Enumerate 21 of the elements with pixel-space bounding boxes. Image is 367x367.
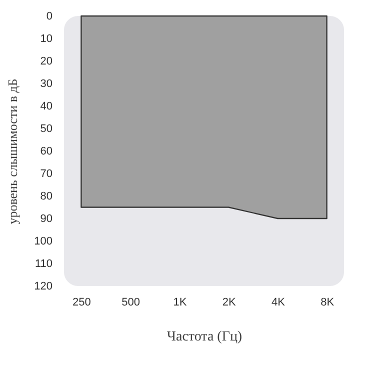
y-tick-label: 70 bbox=[40, 168, 52, 180]
x-tick-label: 500 bbox=[122, 296, 140, 308]
y-tick-label: 60 bbox=[40, 146, 52, 158]
y-tick-label: 0 bbox=[46, 10, 52, 22]
y-axis-title: уровень слышимости в дБ bbox=[5, 78, 20, 224]
y-tick-label: 30 bbox=[40, 78, 52, 90]
x-tick-label: 1K bbox=[173, 296, 188, 308]
y-tick-label: 10 bbox=[40, 33, 52, 45]
y-tick-label: 100 bbox=[34, 236, 52, 248]
y-tick-label: 120 bbox=[34, 280, 52, 292]
y-tick-label: 80 bbox=[40, 190, 52, 202]
y-tick-label: 90 bbox=[40, 213, 52, 225]
x-tick-label: 4K bbox=[271, 296, 286, 308]
x-tick-label: 2K bbox=[222, 296, 236, 308]
x-tick-label: 250 bbox=[72, 296, 91, 308]
x-tick-label: 8K bbox=[320, 296, 335, 308]
x-axis-title: Частота (Гц) bbox=[166, 330, 242, 344]
y-tick-label: 20 bbox=[40, 56, 52, 68]
y-tick-label: 50 bbox=[40, 123, 52, 135]
y-tick-label: 40 bbox=[40, 100, 52, 112]
y-tick-label: 110 bbox=[34, 258, 52, 270]
